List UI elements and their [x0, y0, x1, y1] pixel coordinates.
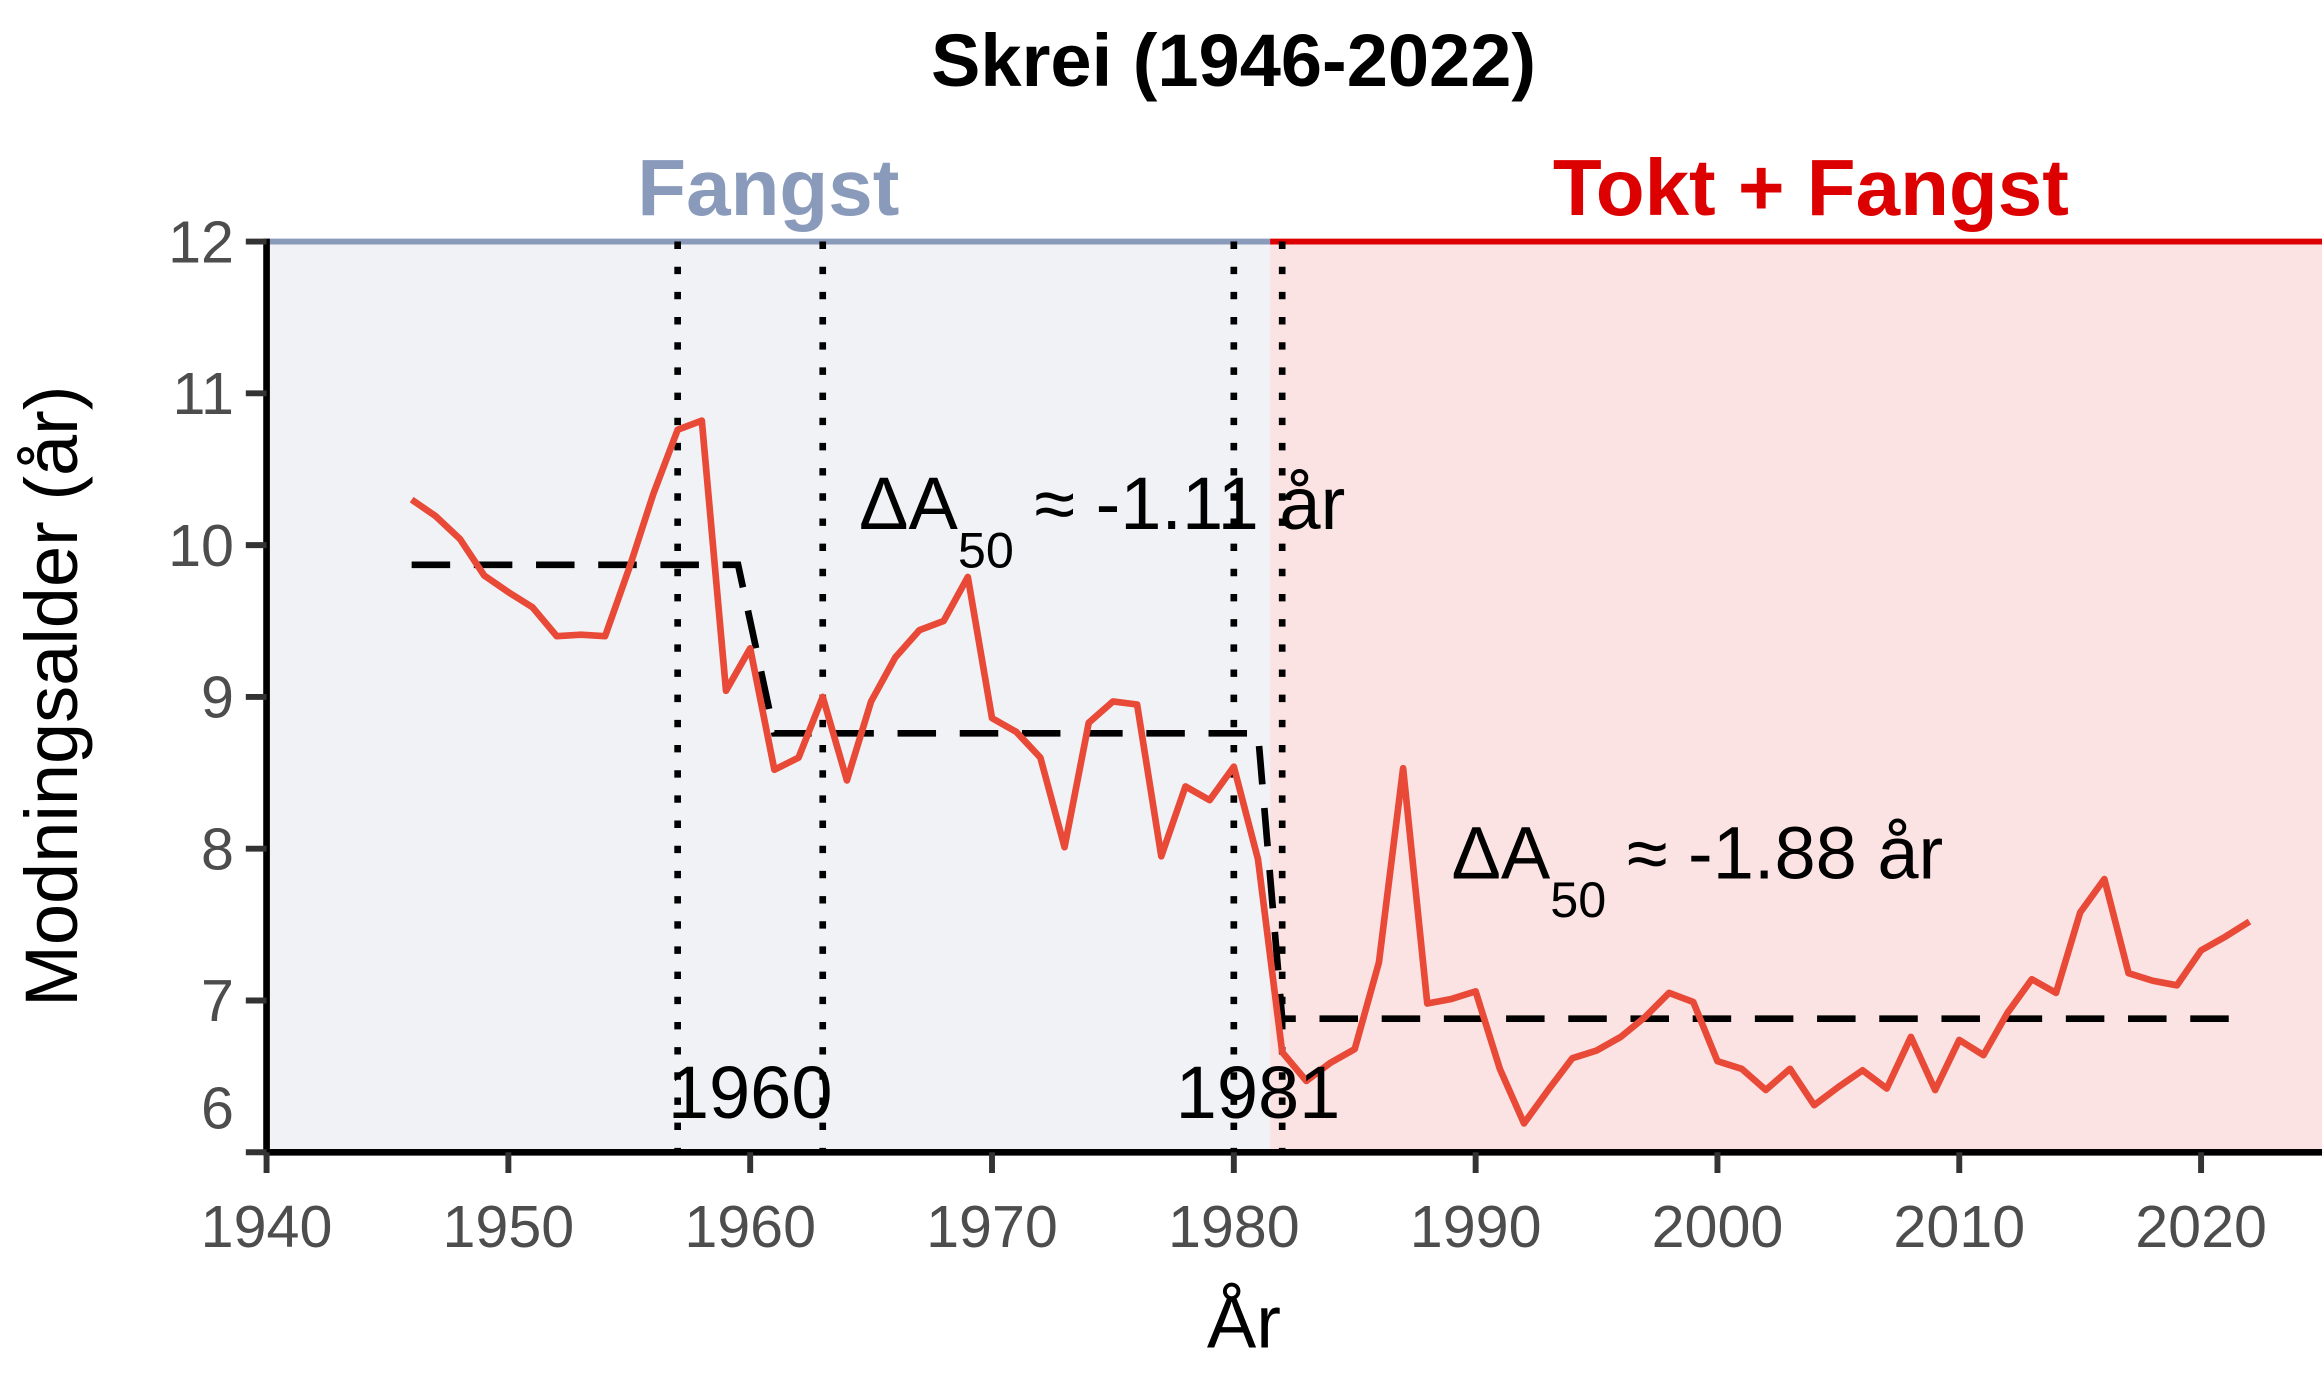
x-tick-label: 1940 — [201, 1193, 333, 1260]
region-label: Tokt + Fangst — [1553, 143, 2069, 232]
region-label: Fangst — [637, 143, 899, 232]
x-tick-label: 1970 — [926, 1193, 1058, 1260]
y-tick-label: 9 — [201, 664, 234, 731]
x-tick-label: 2020 — [2135, 1193, 2267, 1260]
mean-level-line — [411, 561, 2250, 1023]
x-tick-label: 1950 — [442, 1193, 574, 1260]
x-tick-label: 2010 — [1893, 1193, 2025, 1260]
x-tick-label: 2000 — [1652, 1193, 1784, 1260]
y-tick-label: 11 — [172, 360, 233, 427]
step-means — [411, 561, 2250, 1023]
y-tick-label: 7 — [201, 967, 234, 1034]
y-tick-label: 6 — [201, 1075, 234, 1142]
x-tick-label: 1980 — [1168, 1193, 1300, 1260]
y-tick-label: 8 — [201, 815, 234, 882]
delta-annotation: ΔA50 ≈ -1.11 år — [859, 462, 1345, 579]
y-tick-label: 12 — [168, 208, 234, 275]
chart-title: Skrei (1946-2022) — [931, 19, 1536, 102]
x-axis-label: År — [1207, 1281, 1281, 1364]
series-layer — [409, 417, 2252, 1127]
breakpoint-year-label: 1960 — [668, 1051, 833, 1134]
x-tick-label: 1960 — [684, 1193, 816, 1260]
x-tick-label: 1990 — [1410, 1193, 1542, 1260]
axes: 6 7 8 9 10 11 12 1940 1950 1960 1970 1980 1990 2000 20… — [168, 208, 2322, 1260]
labels: Skrei (1946-2022) År Modningsalder (år) … — [10, 19, 2069, 1364]
delta-annotation: ΔA50 ≈ -1.88 år — [1451, 811, 1943, 928]
y-tick-label: 10 — [168, 512, 234, 579]
y-axis-label: Modningsalder (år) — [10, 385, 93, 1006]
region-backgrounds — [266, 238, 2322, 1153]
breakpoint-year-label: 1981 — [1176, 1051, 1341, 1134]
